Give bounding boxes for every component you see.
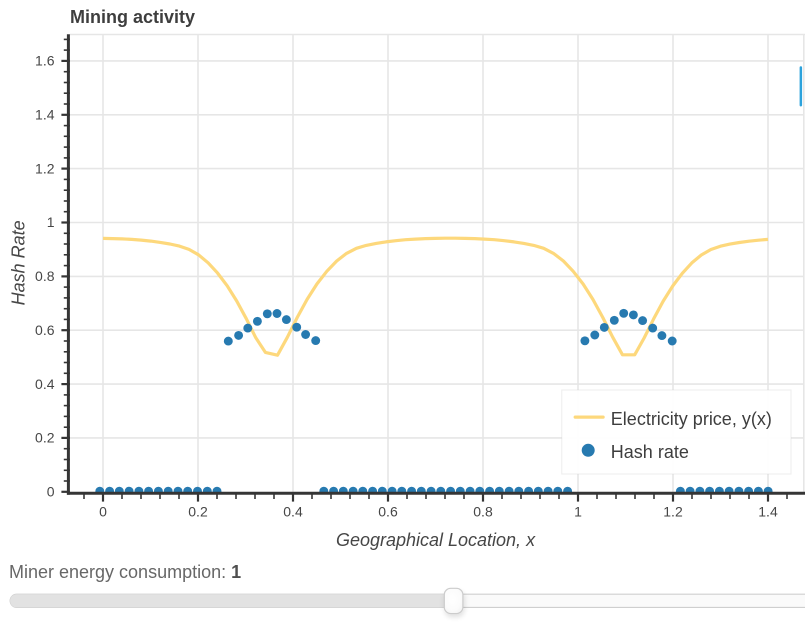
svg-text:0: 0: [99, 504, 107, 520]
svg-text:1.2: 1.2: [663, 504, 683, 520]
svg-text:Hash rate: Hash rate: [611, 442, 689, 462]
svg-text:0: 0: [47, 484, 55, 500]
svg-text:0.8: 0.8: [473, 504, 493, 520]
svg-text:0.2: 0.2: [188, 504, 208, 520]
svg-text:1.6: 1.6: [35, 53, 55, 69]
svg-text:Mining activity: Mining activity: [70, 7, 195, 27]
svg-text:Miner energy consumption: 1: Miner energy consumption: 1: [9, 562, 241, 582]
svg-text:0.2: 0.2: [35, 430, 55, 446]
svg-text:0.4: 0.4: [35, 376, 55, 392]
svg-text:1.4: 1.4: [758, 504, 778, 520]
svg-text:1.2: 1.2: [35, 160, 55, 176]
svg-text:1: 1: [47, 214, 55, 230]
svg-text:1: 1: [574, 504, 582, 520]
svg-text:Electricity price, y(x): Electricity price, y(x): [611, 409, 772, 429]
svg-text:0.4: 0.4: [283, 504, 303, 520]
svg-text:1.4: 1.4: [35, 107, 55, 123]
svg-text:0.6: 0.6: [378, 504, 398, 520]
svg-text:0.6: 0.6: [35, 322, 55, 338]
svg-text:Geographical Location, x: Geographical Location, x: [336, 530, 536, 550]
svg-text:Hash Rate: Hash Rate: [8, 220, 28, 305]
svg-text:0.8: 0.8: [35, 268, 55, 284]
